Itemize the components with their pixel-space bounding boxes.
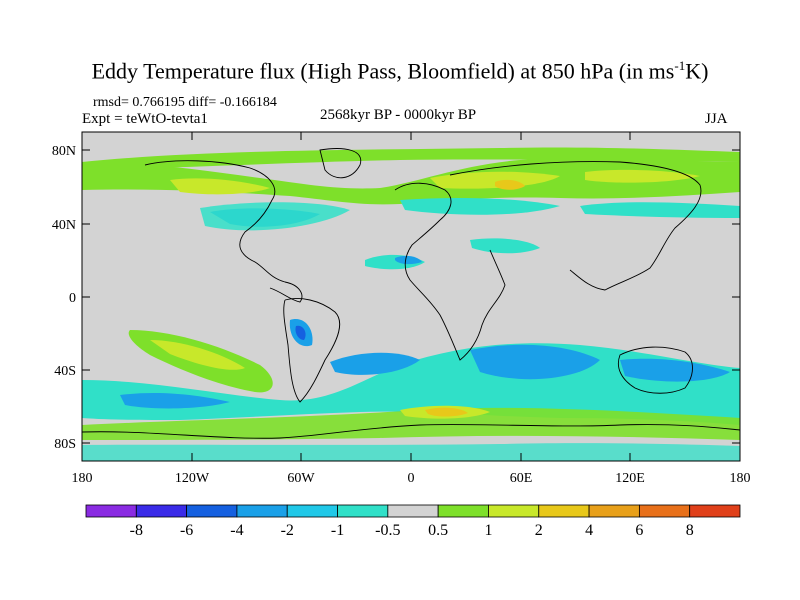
nh-negative-band-4 <box>580 202 740 218</box>
nh-positive-band <box>82 158 740 205</box>
lon-label-180w: 180 <box>72 471 93 486</box>
lon-label-180e: 180 <box>730 471 751 486</box>
antarctic-blue <box>82 443 740 461</box>
colorbar-label: 8 <box>686 522 694 539</box>
colorbar-label: 6 <box>635 522 643 539</box>
lon-label-60w: 60W <box>287 471 315 486</box>
colorbar-label: -0.5 <box>375 522 400 539</box>
lon-label-60e: 60E <box>510 471 533 486</box>
lon-label-120e: 120E <box>615 471 645 486</box>
colorbar-label: -2 <box>281 522 294 539</box>
season-label: JJA <box>705 111 728 127</box>
lat-label-40s: 40S <box>54 364 76 379</box>
south-america-coast <box>283 298 341 403</box>
nh-yellow-2 <box>430 171 560 189</box>
colorbar-label: 4 <box>585 522 593 539</box>
colorbar-label: -8 <box>130 522 143 539</box>
greenland-coast <box>319 148 362 179</box>
lat-label-40n: 40N <box>52 218 76 233</box>
asia-coast <box>449 161 702 291</box>
colorbar-label: -1 <box>331 522 344 539</box>
lon-label-120w: 120W <box>175 471 210 486</box>
nh-negative-band-2 <box>200 202 350 231</box>
colorbar-label: 0.5 <box>428 522 448 539</box>
sh-negative-core-2 <box>620 358 730 382</box>
nh-negative-band-3 <box>400 198 560 215</box>
colorbar-swatch <box>236 504 288 518</box>
australia-coast <box>617 346 693 394</box>
lat-label-80n: 80N <box>52 144 76 159</box>
experiment-label: Expt = teWtO-tevta1 <box>82 111 208 127</box>
nh-north-strip <box>82 147 740 170</box>
colorbar-label: 2 <box>535 522 543 539</box>
colorbar-swatch <box>85 504 137 518</box>
colorbar-swatch <box>638 504 691 518</box>
lat-tick-labels: 80N 40N 0 40S 80S <box>52 144 76 452</box>
nh-yellow-3 <box>585 169 700 183</box>
map-title: Eddy Temperature flux (High Pass, Bloomf… <box>91 58 709 84</box>
nh-yellow-1 <box>170 178 270 195</box>
nh-orange-1 <box>495 179 525 190</box>
colorbar-swatch <box>538 504 590 518</box>
stats-label: rmsd= 0.766195 diff= -0.166184 <box>93 95 277 110</box>
coastlines <box>82 148 740 439</box>
colorbar: -8 -6 -4 -2 -1 -0.5 0.5 1 2 4 6 8 <box>85 504 741 539</box>
contour-fields <box>82 147 740 461</box>
colorbar-swatch <box>337 504 389 518</box>
atlantic-blue-core <box>395 255 422 265</box>
antarctica-coast <box>82 424 740 439</box>
colorbar-swatch <box>437 504 489 518</box>
sh-negative-core-3 <box>330 352 420 375</box>
lon-tick-marks <box>81 132 741 461</box>
lat-tick-marks <box>82 149 740 444</box>
sh-negative-core-1 <box>470 344 600 380</box>
colorbar-swatch <box>588 504 640 518</box>
colorbar-label: -4 <box>230 522 243 539</box>
south-america-core <box>295 325 306 340</box>
sh-positive-core <box>150 340 245 370</box>
lon-label-0: 0 <box>408 471 415 486</box>
colorbar-label: -6 <box>180 522 193 539</box>
colorbar-swatch <box>286 504 338 518</box>
lat-label-0: 0 <box>69 291 76 306</box>
colorbar-swatch <box>186 504 238 518</box>
nh-lower-patch <box>470 238 540 254</box>
colorbar-label: 1 <box>484 522 492 539</box>
sh-negative-core-4 <box>120 392 230 409</box>
colorbar-swatch <box>689 504 741 518</box>
period-label: 2568kyr BP - 0000kyr BP <box>320 107 477 123</box>
colorbar-swatch <box>135 504 188 518</box>
antarctic-positive-band <box>82 407 740 440</box>
colorbar-swatch <box>488 504 540 518</box>
antarctic-orange <box>425 407 468 417</box>
europe-africa-coast <box>394 182 506 361</box>
lat-label-80s: 80S <box>54 437 76 452</box>
colorbar-swatch <box>387 504 439 518</box>
lon-tick-labels: 180 120W 60W 0 60E 120E 180 <box>72 471 751 486</box>
